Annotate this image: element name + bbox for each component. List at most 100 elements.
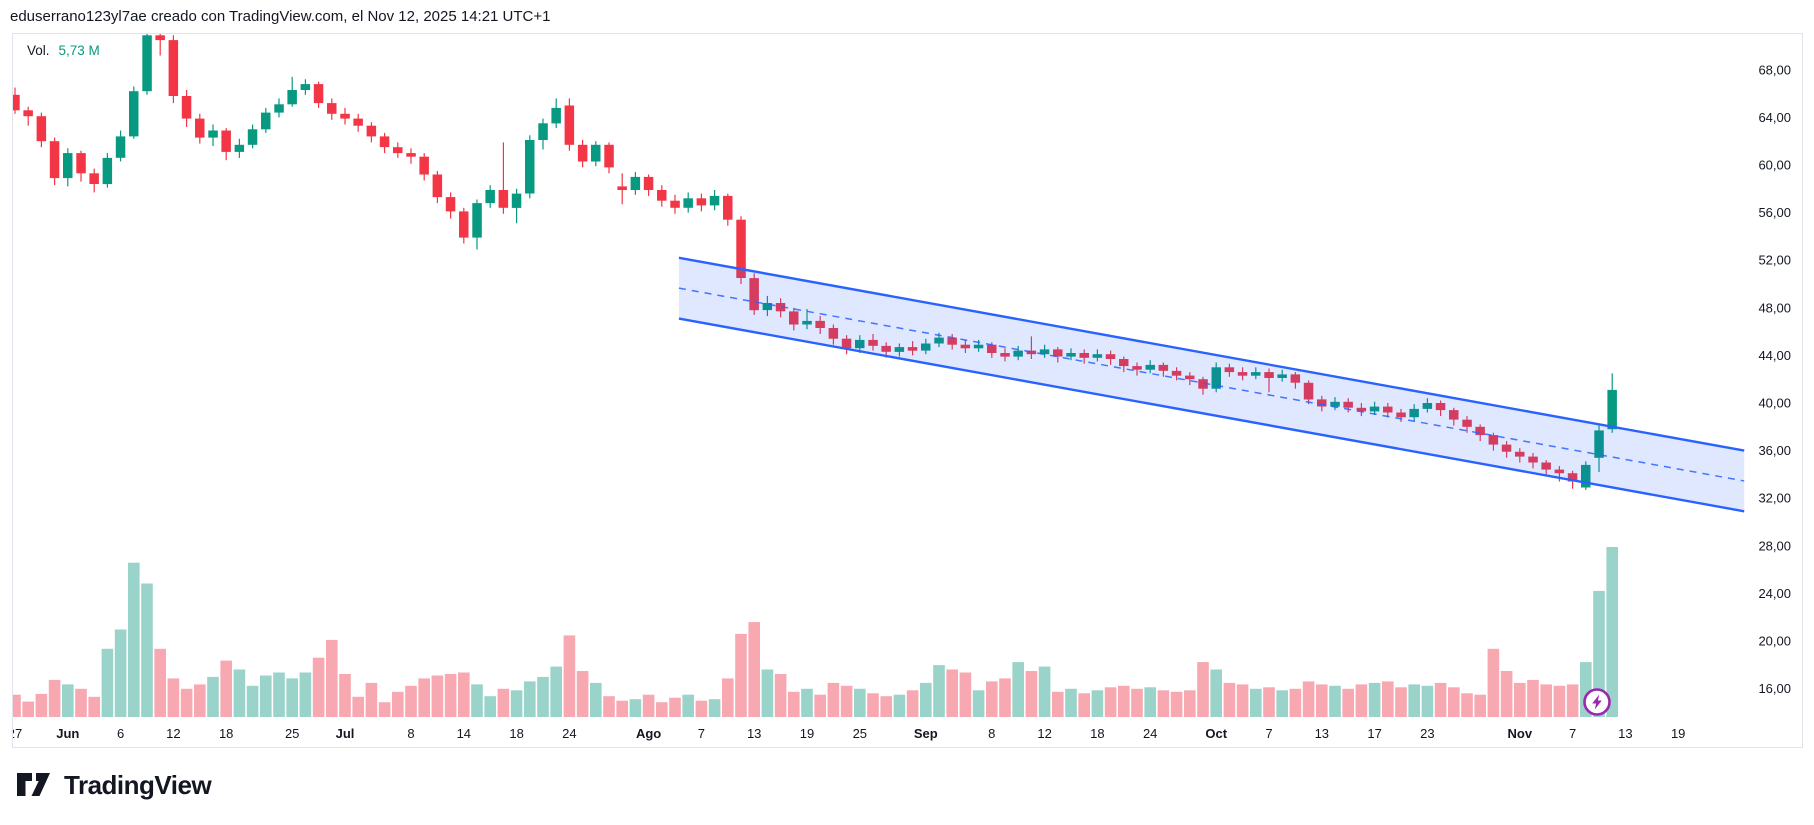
candle: [815, 316, 825, 334]
candle-body: [617, 186, 627, 190]
candle-body: [591, 144, 601, 162]
price-tick-label: 56,00: [1758, 205, 1791, 220]
volume-bar: [1487, 648, 1500, 717]
candle: [1607, 373, 1617, 433]
volume-bar: [801, 688, 813, 717]
candle-body: [643, 176, 654, 190]
parallel-channel-drawing[interactable]: [678, 256, 1745, 513]
time-axis-label: 8: [988, 726, 995, 741]
candle: [485, 185, 495, 208]
candle-body: [815, 320, 825, 328]
time-axis-label: 7: [1569, 726, 1576, 741]
volume-bar: [840, 685, 853, 717]
candle: [1383, 403, 1393, 418]
candle: [1488, 432, 1499, 451]
volume-bar: [1527, 679, 1539, 717]
volume-bar: [946, 669, 958, 717]
candle: [498, 142, 509, 214]
candle: [683, 192, 693, 213]
boost-lightning-icon[interactable]: [1582, 687, 1612, 717]
candle-body: [1132, 366, 1142, 370]
time-axis-label: 12: [166, 726, 180, 741]
candle-body: [789, 311, 799, 325]
candle-body: [775, 303, 786, 312]
volume-bar: [774, 674, 787, 717]
volume-bar: [167, 678, 180, 717]
candle: [1462, 416, 1472, 433]
volume-bar: [1210, 669, 1222, 717]
candle: [208, 124, 218, 146]
tradingview-logo[interactable]: TradingView: [16, 762, 212, 808]
volume-bar: [1434, 682, 1447, 717]
volume-series: [13, 547, 1618, 717]
volume-bar: [326, 639, 338, 717]
volume-bar: [471, 684, 483, 717]
candle-body: [1488, 435, 1499, 445]
candle: [63, 148, 73, 187]
volume-bar: [286, 678, 298, 717]
candle: [1198, 376, 1208, 395]
chart-pane[interactable]: 68,00 64,00 60,00 56,00 52,00 48,00 44,00 40,00…: [12, 33, 1803, 748]
price-tick-label: 44,00: [1758, 348, 1791, 363]
volume-bar: [722, 678, 734, 717]
time-axis-label: 25: [285, 726, 299, 741]
volume-bar: [1078, 693, 1090, 717]
volume-bar: [101, 648, 114, 717]
volume-bar: [748, 622, 760, 717]
volume-bar: [867, 693, 879, 717]
candle-body: [1211, 367, 1221, 389]
candle: [366, 122, 377, 143]
volume-bar: [590, 682, 602, 717]
volume-bar: [392, 691, 404, 717]
volume-bar: [1170, 691, 1183, 717]
candle: [379, 132, 390, 154]
candle: [419, 153, 429, 181]
parallel-channel-mid-line[interactable]: [678, 287, 1745, 482]
candle: [1422, 398, 1433, 413]
price-axis[interactable]: 68,00 64,00 60,00 56,00 52,00 48,00 44,00 40,00…: [1758, 62, 1791, 696]
candle-body: [907, 347, 918, 351]
time-axis-label: 18: [1090, 726, 1104, 741]
price-tick-label: 24,00: [1758, 586, 1791, 601]
candle: [1079, 349, 1089, 364]
candle-body: [261, 112, 271, 130]
candle: [1528, 453, 1538, 469]
volume-bar: [814, 694, 826, 717]
candle-body: [393, 147, 403, 154]
volume-bar: [246, 685, 259, 717]
candle: [1092, 349, 1103, 362]
time-axis-label: 25: [853, 726, 867, 741]
candle-body: [36, 116, 47, 142]
parallel-channel-top-line[interactable]: [678, 256, 1745, 452]
candle: [1000, 348, 1010, 362]
candle-body: [234, 144, 245, 152]
candle-body: [525, 140, 535, 194]
volume-bar: [563, 635, 576, 717]
time-axis-label: 24: [1143, 726, 1157, 741]
volume-bar: [233, 669, 246, 717]
candle-series: [13, 34, 1617, 490]
candle: [1119, 356, 1129, 373]
candle-body: [881, 345, 891, 352]
price-tick-label: 48,00: [1758, 300, 1791, 315]
volume-bar: [616, 700, 628, 717]
candle: [1330, 397, 1340, 411]
candle-body: [181, 96, 192, 119]
candle: [155, 34, 165, 56]
volume-bar: [35, 693, 48, 717]
candle: [643, 174, 654, 196]
candle: [657, 185, 667, 207]
candle: [630, 172, 641, 195]
time-axis[interactable]: 27 Jun 6 12 18 25 Jul 8 14 18 24 Ago 7 13 19 25 Sep 8 12 18…: [13, 726, 1685, 741]
time-axis-label: Ago: [636, 726, 661, 741]
candle: [472, 199, 482, 250]
volume-bar: [378, 702, 391, 717]
candle-body: [1515, 451, 1525, 457]
candle: [1171, 367, 1182, 381]
price-tick-label: 20,00: [1758, 634, 1791, 649]
parallel-channel-bottom-line[interactable]: [678, 317, 1745, 513]
candle: [1066, 348, 1076, 361]
volume-bar: [1593, 590, 1605, 717]
volume-bar: [788, 691, 800, 717]
